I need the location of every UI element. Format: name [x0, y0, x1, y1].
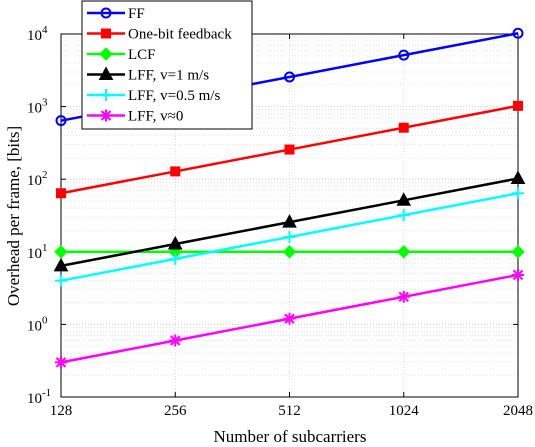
data-point — [397, 290, 410, 303]
series-2 — [54, 245, 525, 259]
data-point — [397, 245, 411, 259]
series-3 — [53, 170, 526, 272]
data-point — [169, 252, 182, 265]
data-point — [170, 166, 181, 177]
y-tick-label: 102 — [27, 169, 48, 189]
data-point — [284, 144, 295, 155]
legend-label: One-bit feedback — [128, 27, 232, 43]
legend-entry: LCF — [87, 47, 156, 63]
data-point — [283, 312, 296, 325]
y-tick-label: 104 — [27, 24, 48, 44]
data-point — [513, 100, 523, 111]
legend-label: LFF, v=0.5 m/s — [128, 88, 220, 104]
legend-entry: FF — [87, 6, 145, 22]
data-point — [99, 47, 113, 61]
legend-entry: LFF, v=0.5 m/s — [87, 88, 220, 104]
data-point — [397, 209, 410, 222]
x-tick-label: 256 — [164, 403, 187, 419]
data-point — [101, 28, 111, 39]
legend-entry: LFF, v=1 m/s — [87, 66, 209, 84]
data-point — [55, 274, 67, 287]
series-4 — [55, 187, 524, 287]
data-point — [56, 188, 66, 199]
x-tick-label: 128 — [50, 403, 73, 419]
data-point — [100, 109, 112, 122]
data-point — [167, 235, 183, 250]
y-tick-label: 103 — [27, 97, 48, 117]
y-axis: 10-1 100 101 102 103 104 — [27, 24, 518, 407]
legend-label: FF — [128, 6, 145, 22]
data-point — [55, 115, 67, 127]
data-point — [283, 230, 296, 243]
legend-box — [81, 0, 253, 130]
legend-label: LCF — [128, 47, 156, 63]
x-tick-label: 1024 — [389, 403, 420, 419]
x-axis-label: Number of subcarriers — [214, 427, 367, 446]
series-5 — [55, 268, 524, 369]
data-point — [398, 49, 410, 61]
legend: FF One-bit feedback LCF LFF, v=1 m/s LFF, v=… — [81, 0, 253, 130]
y-tick-label: 10-1 — [27, 387, 51, 407]
x-tick-label: 512 — [278, 403, 301, 419]
y-tick-label: 100 — [27, 314, 48, 334]
data-point — [282, 245, 297, 259]
data-point — [512, 268, 524, 281]
data-point — [282, 214, 297, 228]
data-point — [512, 27, 524, 39]
data-point — [512, 187, 524, 200]
y-axis-label: Overhead per frame, [bits] — [4, 126, 23, 306]
data-point — [169, 334, 182, 347]
data-point — [53, 257, 69, 272]
x-tick-label: 2048 — [503, 403, 533, 419]
data-point — [100, 7, 112, 19]
data-point — [55, 356, 67, 369]
data-point — [100, 89, 112, 101]
data-point — [54, 245, 68, 259]
series-1 — [56, 100, 523, 199]
data-point — [396, 192, 412, 206]
data-point — [510, 170, 526, 184]
legend-label: LFF, v≈0 — [128, 109, 183, 125]
legend-label: LFF, v=1 m/s — [128, 68, 209, 84]
data-point — [284, 71, 295, 83]
data-point — [511, 245, 525, 259]
legend-entry: LFF, v≈0 — [87, 109, 183, 125]
data-point — [398, 122, 409, 133]
legend-entry: One-bit feedback — [87, 27, 232, 43]
y-tick-label: 101 — [27, 242, 48, 262]
data-point — [98, 66, 114, 80]
